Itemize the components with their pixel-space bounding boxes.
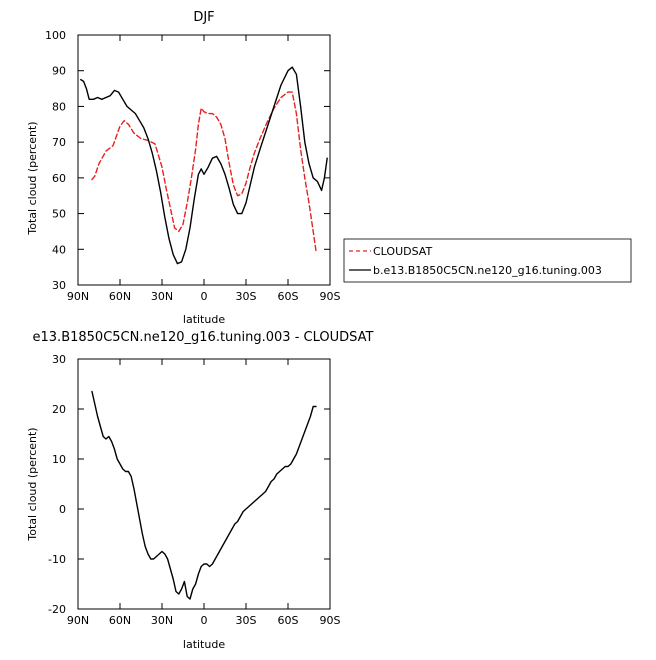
top-x-tick-label: 30S (236, 290, 257, 303)
bottom-x-tick-label: 30S (236, 614, 257, 627)
bottom-y-tick-label: 0 (59, 503, 66, 516)
top-x-tick-label: 30N (151, 290, 173, 303)
bottom-x-axis-label: latitude (183, 638, 225, 651)
bottom-y-tick-label: -20 (48, 603, 66, 616)
legend-box (343, 238, 632, 283)
bottom-y-axis-label: Total cloud (percent) (26, 427, 39, 541)
bottom-panel: e13.B1850C5CN.ne120_g16.tuning.003 - CLO… (26, 330, 374, 651)
bottom-y-tick-label: 20 (52, 403, 66, 416)
top-x-tick-label: 90N (67, 290, 89, 303)
bottom-y-tick-label: -10 (48, 553, 66, 566)
top-y-tick-label: 70 (52, 136, 66, 149)
bottom-axis-ticks: -20 -10 0 10 20 30 90N 60N 30N 0 30S 60S 90S (48, 353, 340, 627)
legend-label-cloudsat: CLOUDSAT (373, 245, 432, 258)
bottom-x-tick-label: 0 (201, 614, 208, 627)
legend-label-model: b.e13.B1850C5CN.ne120_g16.tuning.003 (373, 264, 602, 277)
top-plot-frame (77, 34, 331, 286)
bottom-series-line-1 (91, 390, 317, 600)
bottom-x-tick-label: 60N (109, 614, 131, 627)
top-series-line-2 (80, 66, 328, 265)
top-y-tick-label: 100 (45, 29, 66, 42)
top-axis-ticks: 30 40 50 60 70 80 90 100 90N 60N 30N 0 30S 60S 90S (45, 29, 341, 303)
top-y-tick-label: 40 (52, 243, 66, 256)
bottom-plot-frame (77, 358, 331, 610)
top-x-axis-label: latitude (183, 313, 225, 326)
top-y-tick-label: 90 (52, 65, 66, 78)
top-x-tick-label: 90S (320, 290, 341, 303)
bottom-x-tick-label: 30N (151, 614, 173, 627)
top-y-tick-label: 30 (52, 279, 66, 292)
top-y-tick-label: 80 (52, 100, 66, 113)
bottom-x-tick-label: 60S (278, 614, 299, 627)
top-series-lines (80, 66, 328, 265)
bottom-chart-title: e13.B1850C5CN.ne120_g16.tuning.003 - CLO… (33, 330, 374, 345)
top-x-tick-label: 60S (278, 290, 299, 303)
bottom-y-tick-label: 10 (52, 453, 66, 466)
top-series-line-1 (91, 91, 317, 252)
bottom-y-tick-label: 30 (52, 353, 66, 366)
legend: CLOUDSAT b.e13.B1850C5CN.ne120_g16.tunin… (343, 238, 632, 283)
top-chart-title: DJF (193, 10, 214, 25)
top-y-tick-label: 60 (52, 172, 66, 185)
bottom-x-tick-label: 90S (320, 614, 341, 627)
bottom-x-tick-label: 90N (67, 614, 89, 627)
top-x-tick-label: 0 (201, 290, 208, 303)
bottom-series-lines (91, 390, 317, 600)
top-panel: DJF Total cloud (percent) latitude 30 40 5… (26, 10, 341, 326)
top-y-axis-label: Total cloud (percent) (26, 121, 39, 235)
top-y-tick-label: 50 (52, 208, 66, 221)
top-x-tick-label: 60N (109, 290, 131, 303)
